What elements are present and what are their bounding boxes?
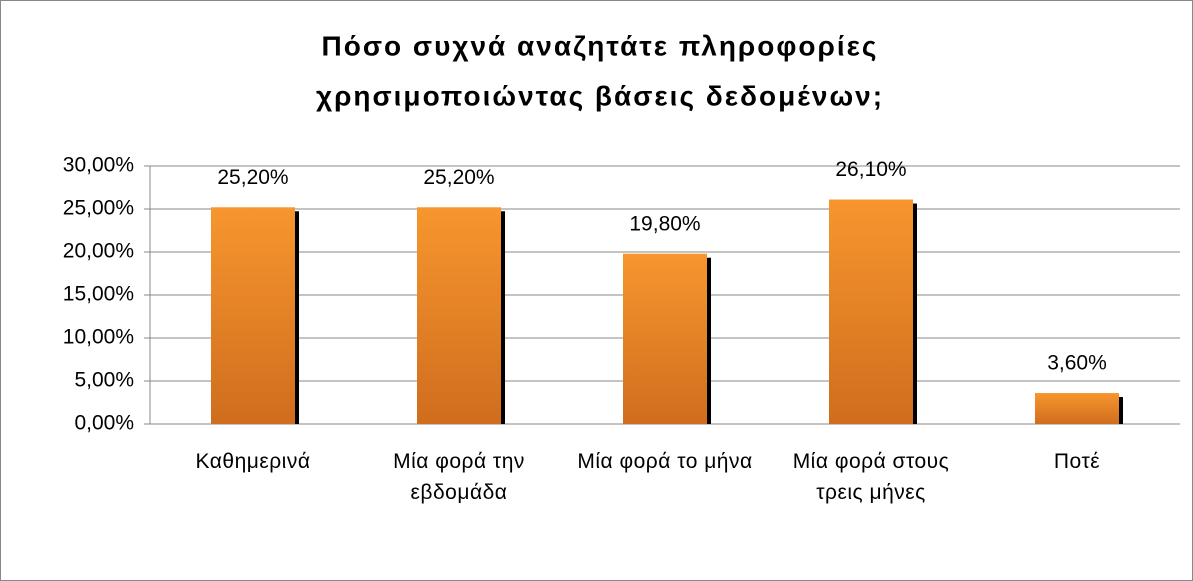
chart-title: Πόσο συχνά αναζητάτε πληροφορίες (322, 30, 879, 61)
x-tick-label-box: Καθημερινά (195, 450, 311, 473)
x-tick-label-box: Μία φορά την εβδομάδα (393, 450, 525, 504)
bar (417, 207, 501, 424)
data-label: 19,80% (629, 212, 700, 235)
x-tick-label: Μία φορά την εβδομάδα (393, 450, 525, 504)
x-tick-label: Μία φορά το μήνα (577, 450, 753, 473)
x-tick-label-box: Ποτέ (1053, 450, 1101, 473)
bar (1035, 393, 1119, 424)
y-tick-label: 30,00% (63, 154, 134, 177)
chart-title: χρησιμοποιώντας βάσεις δεδομένων; (316, 80, 884, 111)
data-label: 25,20% (217, 166, 288, 189)
x-tick-label: Μία φορά στους τρεις μήνες (792, 450, 950, 504)
y-tick-label: 0,00% (74, 412, 134, 435)
data-label: 25,20% (423, 166, 494, 189)
bar (829, 199, 913, 424)
x-tick-label: Ποτέ (1053, 450, 1101, 473)
y-tick-label: 5,00% (74, 369, 134, 392)
data-label: 26,10% (835, 158, 906, 181)
bar (623, 253, 707, 424)
x-tick-label: Καθημερινά (195, 450, 311, 473)
x-tick-label-box: Μία φορά στους τρεις μήνες (792, 450, 950, 504)
y-tick-label: 25,00% (63, 197, 134, 220)
bar (211, 207, 295, 424)
y-tick-label: 20,00% (63, 240, 134, 263)
x-tick-label-box: Μία φορά το μήνα (577, 450, 753, 473)
y-tick-label: 10,00% (63, 326, 134, 349)
y-tick-label: 15,00% (63, 283, 134, 306)
data-label: 3,60% (1047, 352, 1107, 375)
